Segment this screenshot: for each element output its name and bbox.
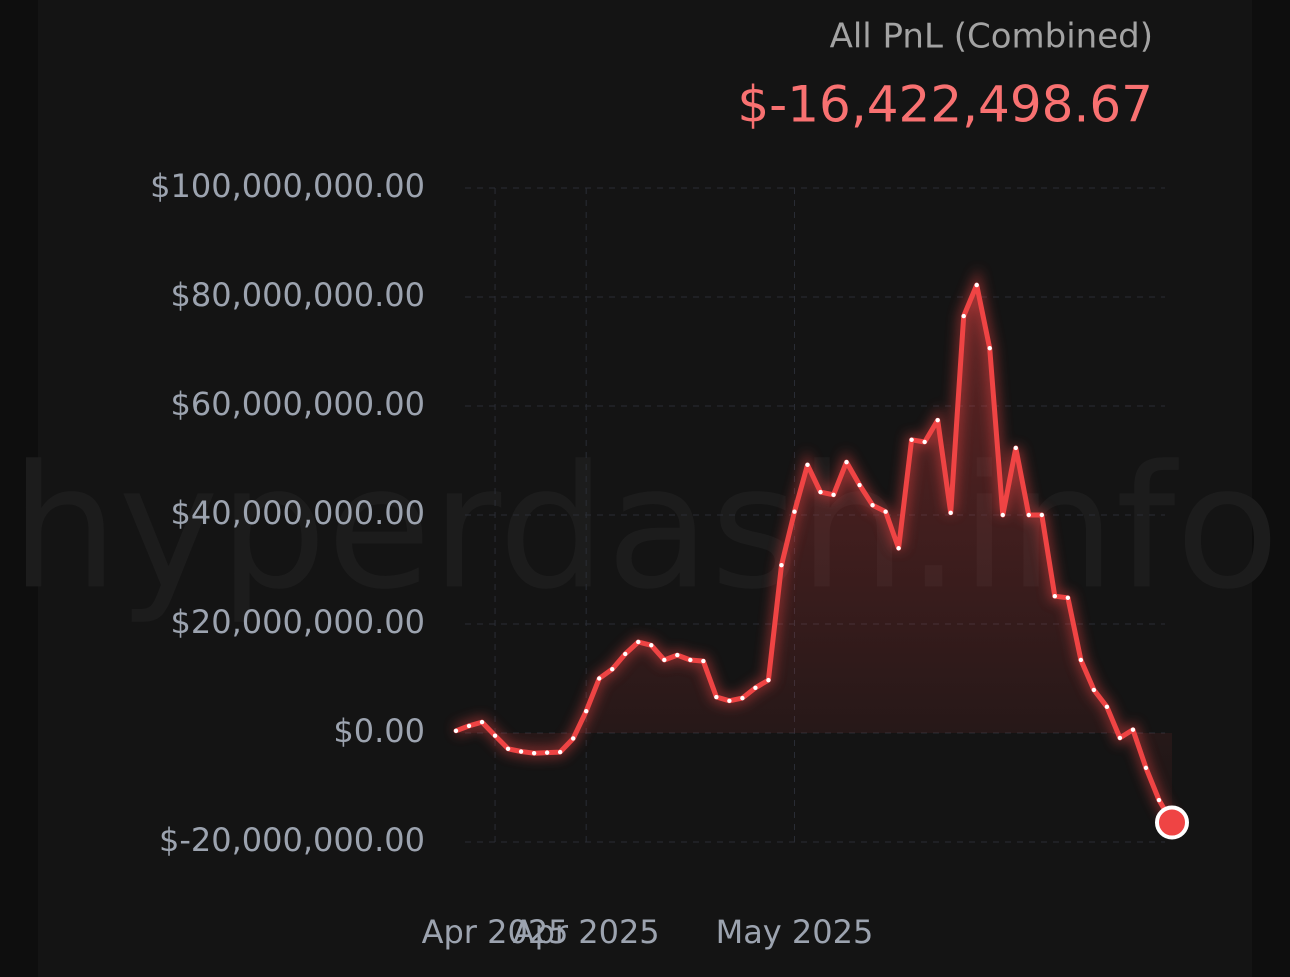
point <box>610 667 615 672</box>
point <box>662 657 667 663</box>
chart-title: All PnL (Combined) <box>830 17 1153 57</box>
point <box>479 719 485 725</box>
point <box>544 750 550 755</box>
point <box>505 746 511 752</box>
point <box>557 749 563 755</box>
point <box>870 502 875 508</box>
point <box>453 728 459 734</box>
point <box>792 509 797 514</box>
point <box>1117 735 1123 741</box>
point <box>844 459 849 465</box>
last-point <box>1155 805 1189 840</box>
point <box>883 509 888 514</box>
point <box>779 562 784 568</box>
point <box>948 510 953 516</box>
y-tick-label: $20,000,000.00 <box>171 603 425 641</box>
point <box>818 489 823 495</box>
point <box>636 639 641 645</box>
point <box>466 723 472 729</box>
point <box>922 439 927 445</box>
x-tick-label: Apr 2025 <box>513 913 660 951</box>
point <box>1000 512 1005 518</box>
point <box>1143 765 1149 771</box>
point <box>688 657 693 663</box>
y-tick-label: $40,000,000.00 <box>171 494 425 532</box>
point <box>1065 595 1071 601</box>
point <box>701 658 706 664</box>
point <box>727 698 732 704</box>
x-tick-label: May 2025 <box>716 913 874 951</box>
point <box>583 709 589 714</box>
y-tick-label: $-20,000,000.00 <box>159 821 425 859</box>
point <box>753 685 758 690</box>
point <box>597 676 602 681</box>
point <box>974 282 979 288</box>
point <box>714 694 719 700</box>
point <box>649 643 654 648</box>
point <box>1078 657 1084 663</box>
point <box>675 652 680 658</box>
point <box>623 651 628 657</box>
point <box>518 749 524 754</box>
y-tick-label: $60,000,000.00 <box>171 385 425 423</box>
point <box>531 750 537 756</box>
point <box>570 736 576 741</box>
point <box>740 695 745 701</box>
x-tick-label: Apr 2025 <box>422 913 569 951</box>
point <box>831 492 836 498</box>
point <box>1156 797 1162 803</box>
point <box>987 346 992 351</box>
side-strip <box>1252 0 1290 977</box>
point <box>805 462 810 468</box>
line <box>453 282 1175 825</box>
y-tick-label: $0.00 <box>333 712 425 750</box>
point <box>935 417 940 423</box>
headline-value: $-16,422,498.67 <box>737 76 1153 134</box>
point <box>492 733 498 738</box>
point <box>1130 727 1136 732</box>
point <box>1026 512 1032 518</box>
point <box>1052 594 1058 599</box>
y-tick-label: $100,000,000.00 <box>150 167 425 205</box>
point <box>896 546 901 551</box>
point <box>766 677 771 683</box>
side-strip <box>0 0 38 977</box>
y-tick-label: $80,000,000.00 <box>171 276 425 314</box>
point <box>1091 687 1097 693</box>
point <box>961 313 966 319</box>
point <box>1013 445 1018 451</box>
point <box>1039 512 1045 518</box>
point <box>1104 704 1110 710</box>
point <box>909 437 914 442</box>
point <box>857 482 862 488</box>
